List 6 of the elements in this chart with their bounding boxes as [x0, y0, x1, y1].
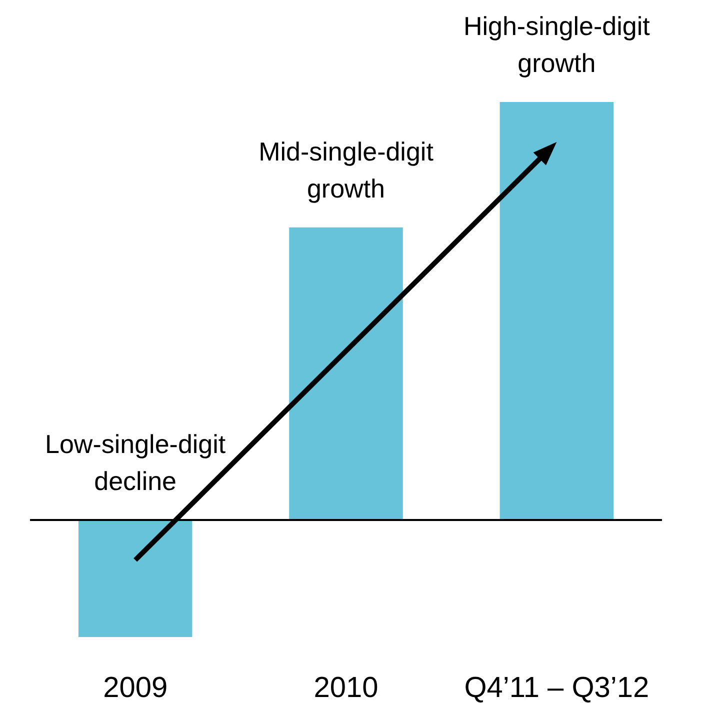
x-tick-label: 2009	[103, 672, 168, 703]
x-tick-label: Q4’11 – Q3’12	[464, 672, 650, 703]
x-tick-label: 2010	[314, 672, 378, 703]
annotation: Low-single-digit decline	[45, 429, 226, 496]
annotation: High-single-digit growth	[463, 11, 651, 78]
annotation: Mid-single-digit growth	[258, 136, 434, 204]
